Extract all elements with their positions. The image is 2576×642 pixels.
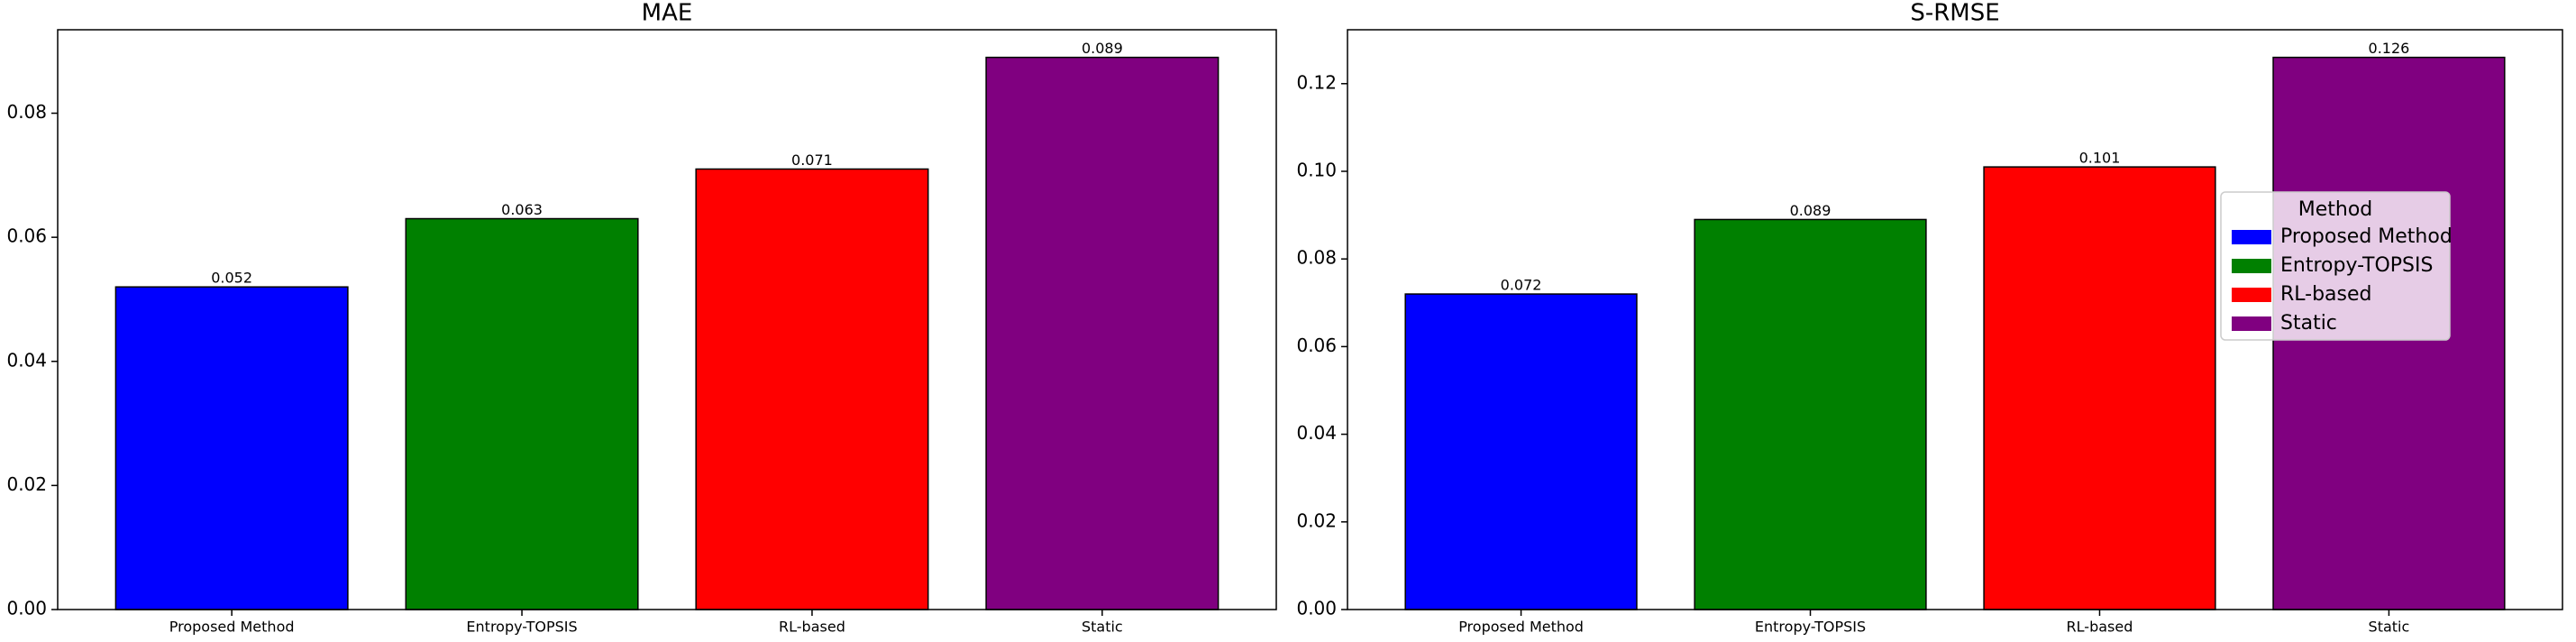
bar [1404,293,1638,610]
data-label: 0.063 [501,201,543,218]
legend-title: Method [2298,198,2373,221]
data-label: 0.101 [2079,150,2121,167]
y-tick-label: 0.06 [1296,335,1337,356]
y-tick-label: 0.02 [1296,509,1337,531]
bar [695,168,929,610]
x-tick-label: Proposed Method [169,619,295,636]
legend-label: Entropy-TOPSIS [2280,254,2433,277]
bar [114,286,349,610]
y-tick-label: 0.06 [6,225,47,247]
legend-label: Static [2280,312,2337,335]
data-label: 0.089 [1790,202,1832,219]
y-tick-label: 0.08 [6,101,47,123]
x-tick-label: Static [1082,619,1123,636]
y-tick-label: 0.10 [1296,159,1337,180]
y-tick-label: 0.12 [1296,71,1337,93]
y-tick-label: 0.08 [1296,247,1337,269]
x-tick-label: Static [2369,619,2410,636]
chart-title: S-RMSE [1910,0,1999,27]
bar [985,56,1219,610]
data-label: 0.071 [791,151,833,169]
legend-swatch [2232,316,2271,331]
legend-swatch [2232,288,2271,302]
data-label: 0.126 [2369,40,2410,57]
bar [1983,166,2216,610]
legend-swatch [2232,259,2271,273]
legend-box [2220,191,2451,341]
legend-label: RL-based [2280,283,2372,306]
data-label: 0.089 [1082,40,1123,57]
chart-title: MAE [642,0,693,27]
x-tick-label: Proposed Method [1458,619,1584,636]
data-label: 0.052 [211,270,252,287]
bar [405,217,639,610]
legend-label: Proposed Method [2280,225,2453,248]
bar [1694,218,1927,610]
y-tick-label: 0.04 [6,349,47,371]
x-tick-label: Entropy-TOPSIS [466,619,577,636]
x-tick-label: RL-based [779,619,845,636]
y-tick-label: 0.00 [1296,598,1337,619]
axes-frame [57,29,1277,610]
y-tick-label: 0.00 [6,598,47,619]
axes-frame [1347,29,2563,610]
legend-swatch [2232,230,2271,244]
x-tick-label: RL-based [2067,619,2133,636]
y-tick-label: 0.04 [1296,422,1337,444]
x-tick-label: Entropy-TOPSIS [1755,619,1866,636]
data-label: 0.072 [1501,277,1542,294]
y-tick-label: 0.02 [6,473,47,495]
